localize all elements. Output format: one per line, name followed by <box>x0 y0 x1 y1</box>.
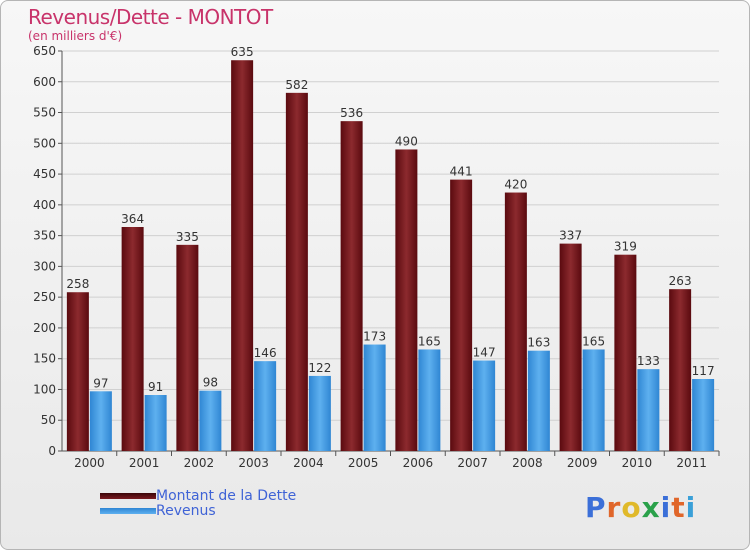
logo-letter: i <box>685 491 697 524</box>
value-label-revenus: 173 <box>363 330 386 344</box>
legend-item-dette: Montant de la Dette <box>100 488 296 504</box>
y-tick-label: 450 <box>33 167 56 181</box>
logo-letter: P <box>585 491 607 524</box>
y-tick-label: 200 <box>33 321 56 335</box>
logo-letter: r <box>606 491 622 524</box>
x-tick-label: 2000 <box>74 456 105 470</box>
y-tick-label: 50 <box>41 413 56 427</box>
value-label-dette: 420 <box>504 178 527 192</box>
chart-title: Revenus/Dette - MONTOT <box>28 5 273 29</box>
logo-letter: o <box>621 491 642 524</box>
bar-dette <box>121 227 144 451</box>
bar-dette <box>231 60 254 451</box>
value-label-revenus: 165 <box>418 334 441 348</box>
value-label-revenus: 133 <box>637 354 660 368</box>
legend-label-dette: Montant de la Dette <box>156 488 297 504</box>
value-label-dette: 258 <box>66 277 89 291</box>
bar-dette <box>669 289 692 451</box>
y-tick-label: 0 <box>48 444 56 458</box>
value-label-dette: 635 <box>231 45 254 59</box>
y-tick-label: 550 <box>33 106 56 120</box>
value-label-revenus: 98 <box>203 376 218 390</box>
x-tick-label: 2004 <box>293 456 324 470</box>
value-label-revenus: 147 <box>473 346 496 360</box>
bar-revenus <box>527 350 550 451</box>
value-label-dette: 582 <box>285 78 308 92</box>
bar-revenus <box>363 344 386 451</box>
logo-letter: t <box>671 491 686 524</box>
value-label-revenus: 122 <box>308 361 331 375</box>
y-tick-label: 350 <box>33 229 56 243</box>
bar-revenus <box>144 395 167 451</box>
x-tick-label: 2011 <box>676 456 707 470</box>
value-label-revenus: 91 <box>148 380 163 394</box>
value-label-revenus: 146 <box>254 346 277 360</box>
y-tick-label: 500 <box>33 136 56 150</box>
bar-dette <box>504 192 527 452</box>
proxiti-logo: Proxiti <box>585 491 696 524</box>
legend-item-revenus: Revenus <box>100 503 216 519</box>
y-tick-label: 150 <box>33 352 56 366</box>
value-label-dette: 441 <box>450 165 473 179</box>
y-tick-label: 650 <box>33 44 56 58</box>
value-label-dette: 319 <box>614 240 637 254</box>
legend-swatch-dette <box>100 493 156 499</box>
legend-label-revenus: Revenus <box>156 503 216 519</box>
value-label-revenus: 163 <box>527 336 550 350</box>
bar-revenus <box>418 349 441 451</box>
x-tick-label: 2001 <box>129 456 160 470</box>
logo-letter: x <box>641 491 661 524</box>
bar-revenus <box>473 360 496 451</box>
value-label-dette: 337 <box>559 229 582 243</box>
logo-letter: i <box>660 491 672 524</box>
bar-dette <box>395 149 418 451</box>
value-label-revenus: 165 <box>582 334 605 348</box>
bar-revenus <box>308 375 331 451</box>
value-label-dette: 490 <box>395 134 418 148</box>
x-tick-label: 2008 <box>512 456 543 470</box>
value-label-revenus: 97 <box>93 376 108 390</box>
y-tick-label: 400 <box>33 198 56 212</box>
bar-dette <box>559 243 582 451</box>
y-tick-label: 250 <box>33 290 56 304</box>
y-tick-label: 300 <box>33 259 56 273</box>
value-label-dette: 263 <box>669 274 692 288</box>
bar-revenus <box>89 391 112 451</box>
bar-dette <box>66 292 89 451</box>
x-tick-label: 2003 <box>238 456 269 470</box>
bar-revenus <box>637 369 660 451</box>
y-tick-label: 600 <box>33 75 56 89</box>
x-tick-label: 2002 <box>184 456 215 470</box>
bar-revenus <box>692 379 715 451</box>
legend-swatch-revenus <box>100 508 156 514</box>
x-tick-label: 2009 <box>567 456 598 470</box>
bar-dette <box>614 254 637 451</box>
bar-revenus <box>199 390 222 451</box>
x-tick-label: 2006 <box>403 456 434 470</box>
bar-revenus <box>254 361 277 451</box>
chart-subtitle: (en milliers d'€) <box>28 29 123 43</box>
y-tick-label: 100 <box>33 382 56 396</box>
bar-dette <box>450 179 473 451</box>
x-tick-label: 2007 <box>457 456 488 470</box>
value-label-revenus: 117 <box>692 364 715 378</box>
x-tick-label: 2005 <box>348 456 379 470</box>
bar-dette <box>176 244 199 451</box>
value-label-dette: 335 <box>176 230 199 244</box>
bar-revenus <box>582 349 605 451</box>
value-label-dette: 364 <box>121 212 144 226</box>
bar-dette <box>285 92 308 451</box>
value-label-dette: 536 <box>340 106 363 120</box>
bar-dette <box>340 121 363 452</box>
x-tick-label: 2010 <box>622 456 653 470</box>
